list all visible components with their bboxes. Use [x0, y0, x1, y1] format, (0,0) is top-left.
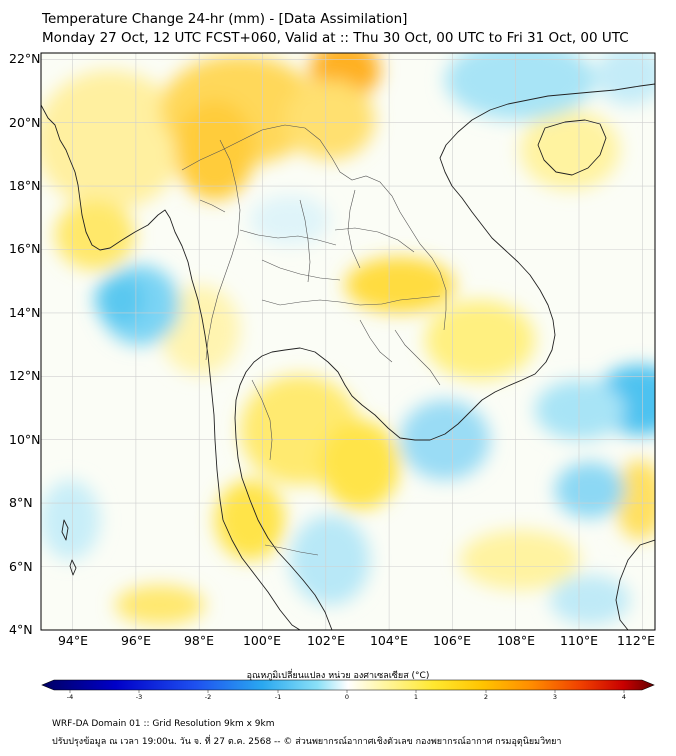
lat-label: 20°N: [9, 115, 41, 130]
lat-label: 10°N: [9, 432, 41, 447]
colorbar-tick-label: -2: [204, 693, 212, 701]
lat-label: 14°N: [9, 305, 41, 320]
colorbar-tick-label: 3: [552, 693, 558, 701]
colorbar-tick-label: -3: [135, 693, 143, 701]
lon-label: 112°E: [616, 633, 655, 648]
lat-label: 18°N: [9, 178, 41, 193]
map-subtitle: Monday 27 Oct, 12 UTC FCST+060, Valid at…: [42, 30, 629, 46]
lon-label: 94°E: [57, 633, 89, 648]
lat-label: 6°N: [9, 559, 33, 574]
lon-label: 104°E: [369, 633, 408, 648]
lat-label: 22°N: [9, 51, 41, 66]
colorbar-tick-label: 2: [483, 693, 489, 701]
lat-label: 12°N: [9, 368, 41, 383]
colorbar-title: อุณหภูมิเปลี่ยนแปลง หน่วย องศาเซลเซียส (…: [246, 671, 430, 681]
colorbar-tick-label: -1: [274, 693, 282, 701]
lon-label: 98°E: [183, 633, 215, 648]
lon-label: 110°E: [559, 633, 598, 648]
lon-label: 96°E: [120, 633, 152, 648]
map-frame: [40, 52, 656, 631]
footer-domain-info: WRF-DA Domain 01 :: Grid Resolution 9km …: [52, 719, 275, 729]
colorbar-tick-label: -4: [66, 693, 74, 701]
lon-label: 100°E: [242, 633, 281, 648]
lat-label: 16°N: [9, 241, 41, 256]
colorbar: [41, 679, 655, 691]
colorbar-tick-label: 1: [413, 693, 419, 701]
lon-label: 106°E: [432, 633, 471, 648]
political-borders: [181, 124, 447, 556]
footer-update-info: ปรับปรุงข้อมูล ณ เวลา 19:00น. วัน จ. ที่…: [52, 737, 562, 747]
lon-label: 102°E: [306, 633, 345, 648]
map-title: Temperature Change 24-hr (mm) - [Data As…: [42, 11, 408, 27]
colorbar-ticks: [69, 690, 625, 693]
colorbar-tick-label: 4: [621, 693, 627, 701]
map-gridlines: [41, 53, 655, 630]
colorbar-tick-label: 0: [344, 693, 350, 701]
lon-label: 108°E: [496, 633, 535, 648]
coastlines: [41, 83, 655, 630]
lat-label: 4°N: [9, 622, 33, 637]
temperature-field: [41, 53, 655, 625]
lat-label: 8°N: [9, 495, 33, 510]
